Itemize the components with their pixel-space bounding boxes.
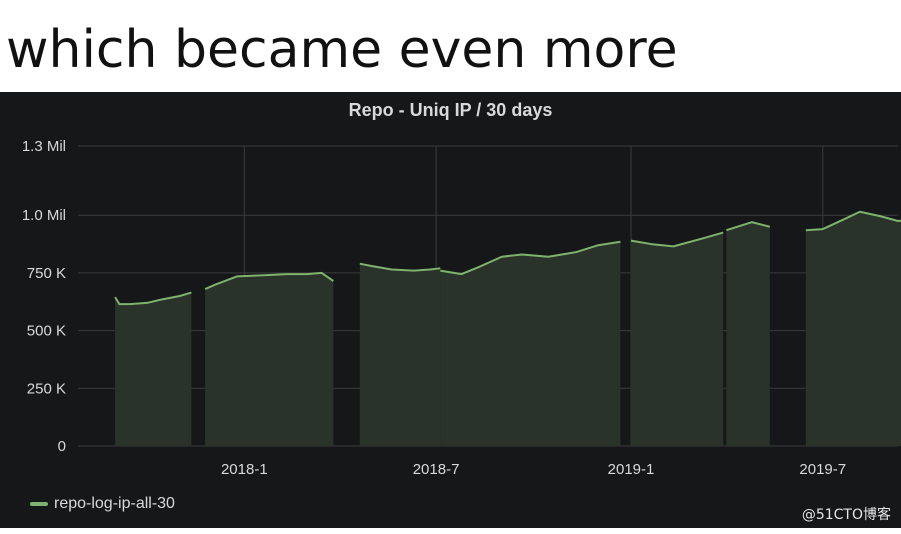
series-area bbox=[115, 292, 192, 446]
chart-panel: 0 250 K 500 K 750 K 1.0 Mil 1.3 Mil 2018-1 2018… bbox=[0, 92, 901, 528]
series-area bbox=[359, 263, 441, 446]
series-line bbox=[204, 271, 334, 290]
slide-heading: which became even more bbox=[6, 20, 678, 80]
series-area bbox=[805, 211, 901, 446]
series-line bbox=[726, 221, 771, 232]
watermark: @51CTO博客 bbox=[801, 507, 891, 523]
y-tick-label: 0 bbox=[58, 438, 66, 455]
series-line bbox=[805, 210, 901, 232]
series-area bbox=[631, 232, 724, 446]
series-line bbox=[114, 291, 192, 306]
chart-svg: 0 250 K 500 K 750 K 1.0 Mil 1.3 Mil 2018-1 2018… bbox=[22, 138, 901, 478]
y-tick-label: 1.3 Mil bbox=[22, 138, 66, 155]
panel-title[interactable]: Repo - Uniq IP / 30 days bbox=[348, 100, 553, 120]
series-area bbox=[726, 222, 770, 446]
y-tick-label: 250 K bbox=[27, 380, 66, 397]
legend[interactable]: repo-log-ip-all-30 bbox=[30, 495, 175, 513]
y-tick-label: 1.0 Mil bbox=[22, 207, 66, 224]
series-area bbox=[440, 241, 621, 446]
x-tick-label: 2018-7 bbox=[413, 461, 460, 478]
series-line bbox=[630, 231, 724, 248]
legend-swatch bbox=[30, 502, 48, 506]
series-line bbox=[440, 240, 621, 276]
x-tick-label: 2019-7 bbox=[799, 461, 846, 478]
y-tick-label: 500 K bbox=[27, 323, 66, 340]
series-area bbox=[205, 272, 334, 446]
legend-label[interactable]: repo-log-ip-all-30 bbox=[54, 495, 175, 512]
series-line bbox=[359, 262, 441, 272]
x-tick-label: 2018-1 bbox=[221, 461, 268, 478]
x-tick-label: 2019-1 bbox=[608, 461, 655, 478]
y-tick-label: 750 K bbox=[27, 265, 66, 282]
slide-heading-area: which became even more bbox=[0, 0, 901, 92]
